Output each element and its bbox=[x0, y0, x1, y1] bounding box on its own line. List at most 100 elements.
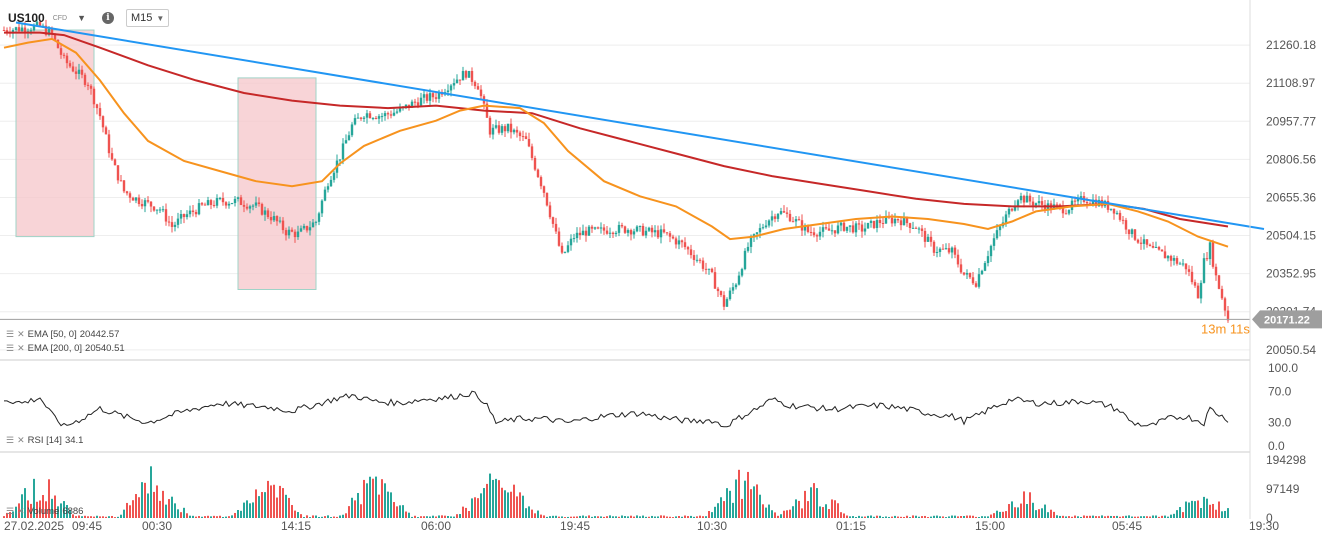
candle-body bbox=[410, 101, 414, 108]
volume-bar bbox=[42, 495, 44, 518]
candle-body bbox=[953, 247, 957, 255]
volume-bar bbox=[258, 496, 260, 518]
candle-body bbox=[506, 123, 510, 132]
candle-body bbox=[938, 248, 942, 253]
volume-bar bbox=[129, 505, 131, 518]
volume-bar bbox=[420, 516, 422, 518]
volume-bar bbox=[765, 507, 767, 518]
volume-bar bbox=[849, 516, 851, 518]
volume-bar bbox=[1020, 503, 1022, 518]
volume-bar bbox=[528, 506, 530, 518]
volume-bar bbox=[948, 516, 950, 518]
volume-bar bbox=[384, 483, 386, 518]
volume-bar bbox=[243, 502, 245, 518]
menu-icon[interactable]: ☰ bbox=[6, 506, 15, 516]
menu-icon[interactable]: ☰ bbox=[6, 435, 15, 445]
candle-body bbox=[749, 237, 753, 247]
price-tick: 20504.15 bbox=[1266, 229, 1316, 243]
candle-body bbox=[824, 227, 828, 229]
volume-legend: ☰ ✕ Volume 6886 bbox=[6, 506, 83, 517]
timeframe-selector[interactable]: M15 ▼ bbox=[126, 9, 170, 27]
chevron-down-icon: ▼ bbox=[156, 13, 165, 23]
candle-body bbox=[2, 30, 6, 32]
price-tick: 20957.77 bbox=[1266, 114, 1316, 128]
volume-bar bbox=[852, 516, 854, 518]
symbol-name[interactable]: US100 bbox=[8, 11, 45, 25]
volume-bar bbox=[945, 517, 947, 518]
volume-bar bbox=[180, 512, 182, 518]
volume-bar bbox=[936, 515, 938, 518]
volume-bar bbox=[363, 479, 365, 518]
candle-body bbox=[284, 230, 288, 236]
candle-body bbox=[629, 230, 633, 235]
candle-body bbox=[1202, 258, 1206, 283]
candle-body bbox=[1013, 205, 1017, 211]
volume-bar bbox=[1008, 504, 1010, 518]
volume-bar bbox=[1131, 516, 1133, 518]
candle-body bbox=[368, 113, 372, 119]
info-icon[interactable]: i bbox=[102, 12, 115, 24]
volume-bar bbox=[297, 512, 299, 518]
volume-bar bbox=[45, 501, 47, 518]
close-icon[interactable]: ✕ bbox=[17, 329, 25, 339]
candle-body bbox=[635, 226, 639, 232]
volume-bar bbox=[762, 504, 764, 518]
menu-icon[interactable]: ☰ bbox=[6, 329, 15, 339]
volume-bar bbox=[897, 516, 899, 518]
volume-bar bbox=[147, 493, 149, 518]
volume-bar bbox=[1197, 500, 1199, 518]
volume-bar bbox=[1074, 515, 1076, 518]
candle-body bbox=[14, 27, 18, 30]
volume-bar bbox=[693, 516, 695, 518]
volume-bar bbox=[144, 482, 146, 518]
candle-body bbox=[1133, 229, 1137, 240]
volume-bar bbox=[828, 509, 830, 518]
candle-body bbox=[1094, 199, 1098, 207]
candle-body bbox=[890, 217, 894, 224]
candle-body bbox=[383, 113, 387, 117]
candle-body bbox=[110, 153, 114, 160]
candle-body bbox=[230, 203, 234, 205]
candle-body bbox=[101, 116, 105, 128]
chevron-down-icon[interactable]: ▼ bbox=[77, 13, 87, 23]
rsi-tick: 70.0 bbox=[1268, 384, 1292, 398]
candle-body bbox=[1067, 210, 1071, 214]
close-icon[interactable]: ✕ bbox=[17, 506, 25, 516]
volume-bar bbox=[216, 516, 218, 518]
candle-body bbox=[491, 127, 495, 135]
candle-body bbox=[614, 232, 618, 235]
candle-body bbox=[404, 104, 408, 107]
candle-body bbox=[1214, 266, 1218, 276]
candle-body bbox=[137, 197, 141, 205]
volume-bar bbox=[1110, 515, 1112, 518]
candle-body bbox=[1199, 282, 1203, 299]
volume-bar bbox=[1026, 504, 1028, 518]
close-icon[interactable]: ✕ bbox=[17, 435, 25, 445]
close-icon[interactable]: ✕ bbox=[17, 343, 25, 353]
volume-bar bbox=[18, 503, 20, 518]
candle-body bbox=[251, 205, 255, 207]
volume-bar bbox=[600, 516, 602, 518]
candle-body bbox=[464, 71, 468, 78]
volume-bar bbox=[1101, 515, 1103, 518]
candle-body bbox=[215, 198, 219, 206]
volume-bar bbox=[1014, 507, 1016, 518]
volume-bar bbox=[411, 516, 413, 518]
trendline[interactable] bbox=[15, 21, 1265, 231]
candle-body bbox=[977, 274, 981, 287]
volume-bar bbox=[738, 469, 740, 518]
volume-bar bbox=[459, 514, 461, 518]
volume-bar bbox=[267, 480, 269, 518]
candle-body bbox=[668, 233, 672, 237]
candle-body bbox=[374, 118, 378, 120]
volume-bar bbox=[1017, 507, 1019, 518]
volume-bar bbox=[1209, 504, 1211, 518]
volume-bar bbox=[813, 483, 815, 518]
volume-bar bbox=[1059, 515, 1061, 518]
candle-body bbox=[647, 227, 651, 231]
candle-body bbox=[206, 200, 210, 206]
menu-icon[interactable]: ☰ bbox=[6, 343, 15, 353]
volume-bar bbox=[1068, 516, 1070, 518]
volume-bar bbox=[1158, 516, 1160, 518]
